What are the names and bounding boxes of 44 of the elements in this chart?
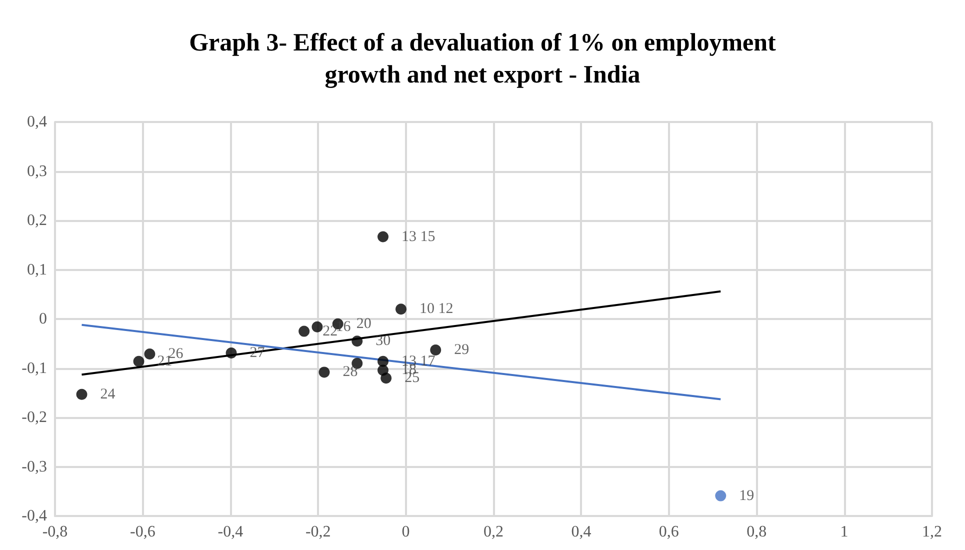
y-tick-label: -0,2	[22, 409, 47, 426]
annotation: 20	[356, 316, 372, 332]
annotation: 16	[336, 318, 352, 335]
x-tick-label: 0	[402, 524, 410, 540]
x-tick-label: -0,8	[42, 524, 68, 540]
y-tick-label: -0,1	[22, 360, 47, 377]
point	[133, 356, 144, 367]
x-tick-label: 1,2	[922, 524, 942, 540]
y-tick-label: 0,2	[27, 212, 47, 229]
x-tick-label: 0,6	[658, 524, 679, 540]
annotation: 30	[376, 333, 391, 350]
annotation: 10 12	[419, 301, 454, 318]
x-tick-label: -0,6	[130, 524, 156, 540]
point	[76, 388, 88, 400]
point	[318, 366, 330, 378]
annotation: 22	[322, 323, 338, 340]
point	[312, 321, 323, 332]
point	[226, 347, 237, 358]
annotation: 24	[100, 386, 116, 402]
y-tick-label: 0,1	[27, 261, 47, 278]
x-tick-label: 0,4	[571, 524, 592, 540]
point	[298, 326, 310, 337]
y-tick-label: 0,4	[27, 114, 47, 130]
x-tick-label: 0,8	[746, 524, 767, 540]
y-tick-label: 0	[39, 310, 47, 328]
x-tick-label: 0,2	[484, 524, 504, 540]
point	[430, 344, 442, 356]
x-tick-label: -0,4	[218, 524, 244, 540]
point	[395, 304, 406, 315]
point	[715, 490, 726, 502]
x-tick-label: 1	[840, 524, 848, 540]
chart-title: Graph 3- Effect of a devaluation of 1% on employment growth and net export - India	[189, 30, 777, 88]
annotation: 19	[739, 488, 754, 504]
point	[352, 336, 363, 347]
point	[144, 348, 156, 360]
point	[378, 231, 388, 242]
y-tick-label: 0,3	[27, 162, 47, 180]
y-tick-label: -0,4	[22, 508, 47, 524]
annotation: 29	[454, 342, 470, 358]
x-tick-label: -0,2	[305, 524, 331, 540]
point	[380, 372, 392, 384]
annotation: 13 15	[402, 228, 436, 245]
y-tick-label: -0,3	[22, 458, 47, 476]
annotation: 28	[342, 364, 358, 380]
